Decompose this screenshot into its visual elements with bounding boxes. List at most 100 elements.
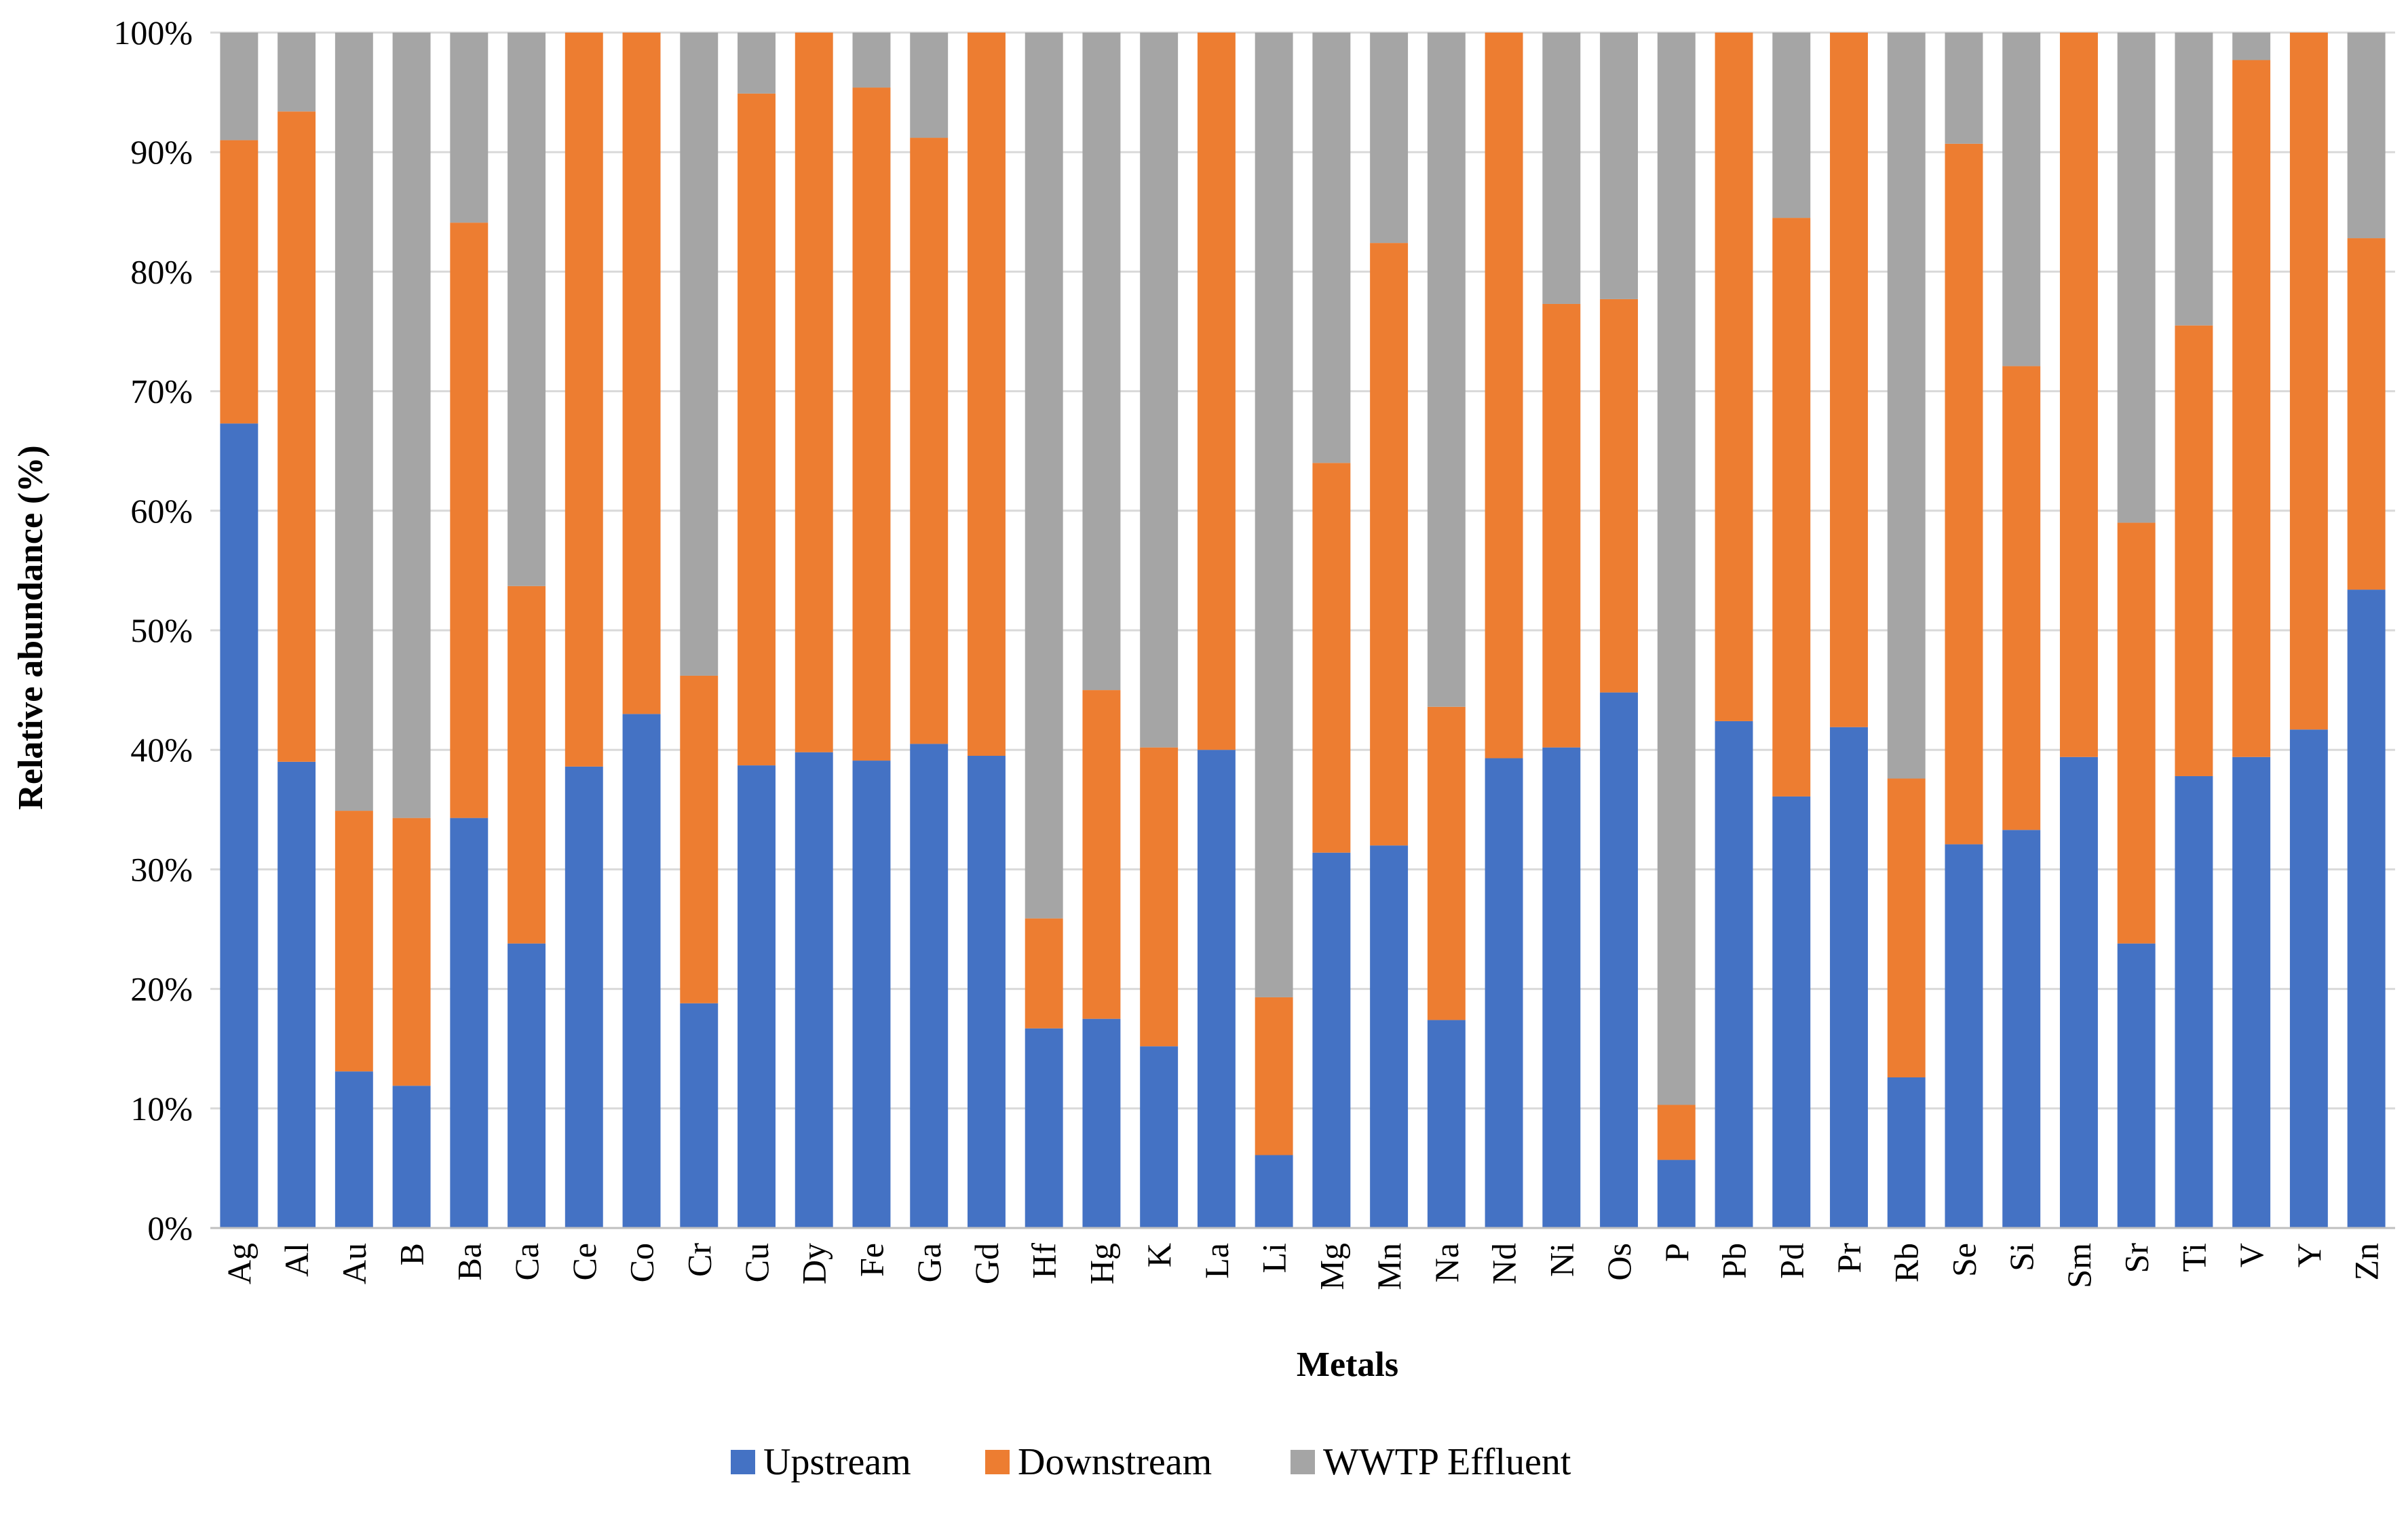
- bar-Hg-wwtp-effluent: [1082, 33, 1121, 691]
- bar-Ga-upstream: [910, 744, 949, 1228]
- x-tick-label: Ag: [220, 1243, 258, 1284]
- bar-Ag-wwtp-effluent: [220, 33, 259, 140]
- bar-Mn-upstream: [1370, 845, 1409, 1228]
- x-tick-label: Fe: [852, 1243, 890, 1277]
- bar-Li-wwtp-effluent: [1255, 33, 1293, 997]
- x-tick-label: Os: [1600, 1243, 1638, 1281]
- bar-Ga-wwtp-effluent: [910, 33, 949, 138]
- bar-P-downstream: [1657, 1105, 1696, 1160]
- bar-Au-upstream: [335, 1071, 373, 1228]
- x-tick-label: Ca: [508, 1243, 546, 1281]
- bar-Na-upstream: [1427, 1020, 1466, 1228]
- x-tick-label: Hf: [1025, 1243, 1063, 1279]
- bar-Sm-upstream: [2059, 756, 2098, 1228]
- x-tick-label: Al: [278, 1243, 316, 1277]
- bar-Cr-wwtp-effluent: [680, 33, 719, 676]
- bar-Sr-upstream: [2117, 943, 2156, 1228]
- y-tick-label: 0%: [147, 1209, 193, 1247]
- x-tick-label: Pb: [1715, 1243, 1753, 1279]
- x-tick-label: Ni: [1542, 1243, 1580, 1277]
- x-tick-label: Ce: [565, 1243, 603, 1281]
- bar-Ni-upstream: [1542, 747, 1581, 1228]
- bar-Pb-upstream: [1715, 721, 1753, 1228]
- bar-Al-wwtp-effluent: [278, 33, 316, 112]
- bar-La-upstream: [1197, 750, 1236, 1228]
- bar-Ba-upstream: [450, 818, 489, 1228]
- bar-Li-downstream: [1255, 997, 1293, 1155]
- bar-Pd-downstream: [1772, 218, 1811, 797]
- bar-Zn-downstream: [2347, 238, 2386, 590]
- bar-Li-upstream: [1255, 1155, 1293, 1228]
- x-tick-label: B: [393, 1243, 431, 1265]
- bar-V-wwtp-effluent: [2232, 33, 2271, 60]
- bar-P-upstream: [1657, 1159, 1696, 1228]
- bar-Dy-downstream: [795, 33, 833, 752]
- y-axis-title: Relative abundance (%): [12, 445, 50, 809]
- x-tick-label: Ba: [450, 1243, 488, 1281]
- bar-Sr-wwtp-effluent: [2117, 33, 2156, 523]
- x-tick-label: Nd: [1485, 1243, 1523, 1284]
- bar-Pd-wwtp-effluent: [1772, 33, 1811, 218]
- bar-Sr-downstream: [2117, 522, 2156, 944]
- bar-P-wwtp-effluent: [1657, 33, 1696, 1105]
- bar-Hg-downstream: [1082, 690, 1121, 1019]
- bar-Os-upstream: [1600, 692, 1639, 1228]
- bar-Ce-upstream: [565, 766, 603, 1228]
- bar-Fe-wwtp-effluent: [852, 33, 891, 88]
- bar-Al-downstream: [278, 111, 316, 762]
- x-tick-label: Se: [1945, 1243, 1983, 1277]
- bar-Hf-wwtp-effluent: [1025, 33, 1063, 919]
- x-tick-label: Ga: [910, 1243, 948, 1282]
- bar-Cu-wwtp-effluent: [738, 33, 776, 94]
- bar-Ce-downstream: [565, 33, 603, 767]
- bar-Ca-downstream: [508, 586, 546, 944]
- bar-Al-upstream: [278, 761, 316, 1228]
- x-tick-label: Rb: [1888, 1243, 1926, 1282]
- legend-label-upstream: Upstream: [763, 1441, 911, 1483]
- bar-Rb-downstream: [1887, 778, 1926, 1077]
- legend-swatch-upstream: [731, 1450, 755, 1474]
- bar-Si-downstream: [2002, 366, 2041, 830]
- bar-Nd-downstream: [1485, 33, 1523, 759]
- y-tick-label: 20%: [130, 970, 193, 1008]
- legend-swatch-downstream: [985, 1450, 1010, 1474]
- legend: Upstream Downstream WWTP Effluent: [731, 1441, 1571, 1483]
- bar-Fe-upstream: [852, 761, 891, 1228]
- bar-Ba-wwtp-effluent: [450, 33, 489, 223]
- x-tick-label: Cr: [680, 1243, 718, 1277]
- bar-Ag-downstream: [220, 140, 259, 424]
- bar-B-downstream: [392, 818, 431, 1086]
- y-tick-label: 60%: [130, 492, 193, 530]
- x-tick-label: Sr: [2118, 1243, 2156, 1273]
- bar-Os-downstream: [1600, 299, 1639, 693]
- x-tick-label: Na: [1428, 1243, 1466, 1282]
- x-tick-label: Cu: [738, 1243, 776, 1282]
- bar-Ni-wwtp-effluent: [1542, 33, 1581, 304]
- bar-Zn-upstream: [2347, 590, 2386, 1228]
- bar-K-wwtp-effluent: [1140, 33, 1179, 748]
- bar-B-wwtp-effluent: [392, 33, 431, 818]
- bar-Ca-wwtp-effluent: [508, 33, 546, 586]
- bar-Co-upstream: [622, 714, 661, 1228]
- x-tick-label: Gd: [968, 1243, 1006, 1284]
- y-tick-label: 80%: [130, 252, 193, 290]
- bar-Ga-downstream: [910, 138, 949, 744]
- x-tick-label: K: [1140, 1243, 1178, 1267]
- bar-Pr-downstream: [1830, 33, 1868, 727]
- bar-Pr-upstream: [1830, 727, 1868, 1228]
- bar-Ca-upstream: [508, 943, 546, 1228]
- bar-Au-downstream: [335, 811, 373, 1072]
- x-axis-title: Metals: [1297, 1345, 1398, 1384]
- bar-Ni-downstream: [1542, 303, 1581, 748]
- bar-Mg-wwtp-effluent: [1312, 33, 1351, 463]
- bar-Y-downstream: [2289, 33, 2328, 730]
- bar-K-downstream: [1140, 747, 1179, 1047]
- bar-Rb-upstream: [1887, 1077, 1926, 1228]
- bar-Rb-wwtp-effluent: [1887, 33, 1926, 779]
- bar-Dy-upstream: [795, 752, 833, 1228]
- x-tick-label: Dy: [795, 1243, 833, 1284]
- bar-Nd-upstream: [1485, 758, 1523, 1228]
- x-tick-label: Ti: [2175, 1243, 2213, 1272]
